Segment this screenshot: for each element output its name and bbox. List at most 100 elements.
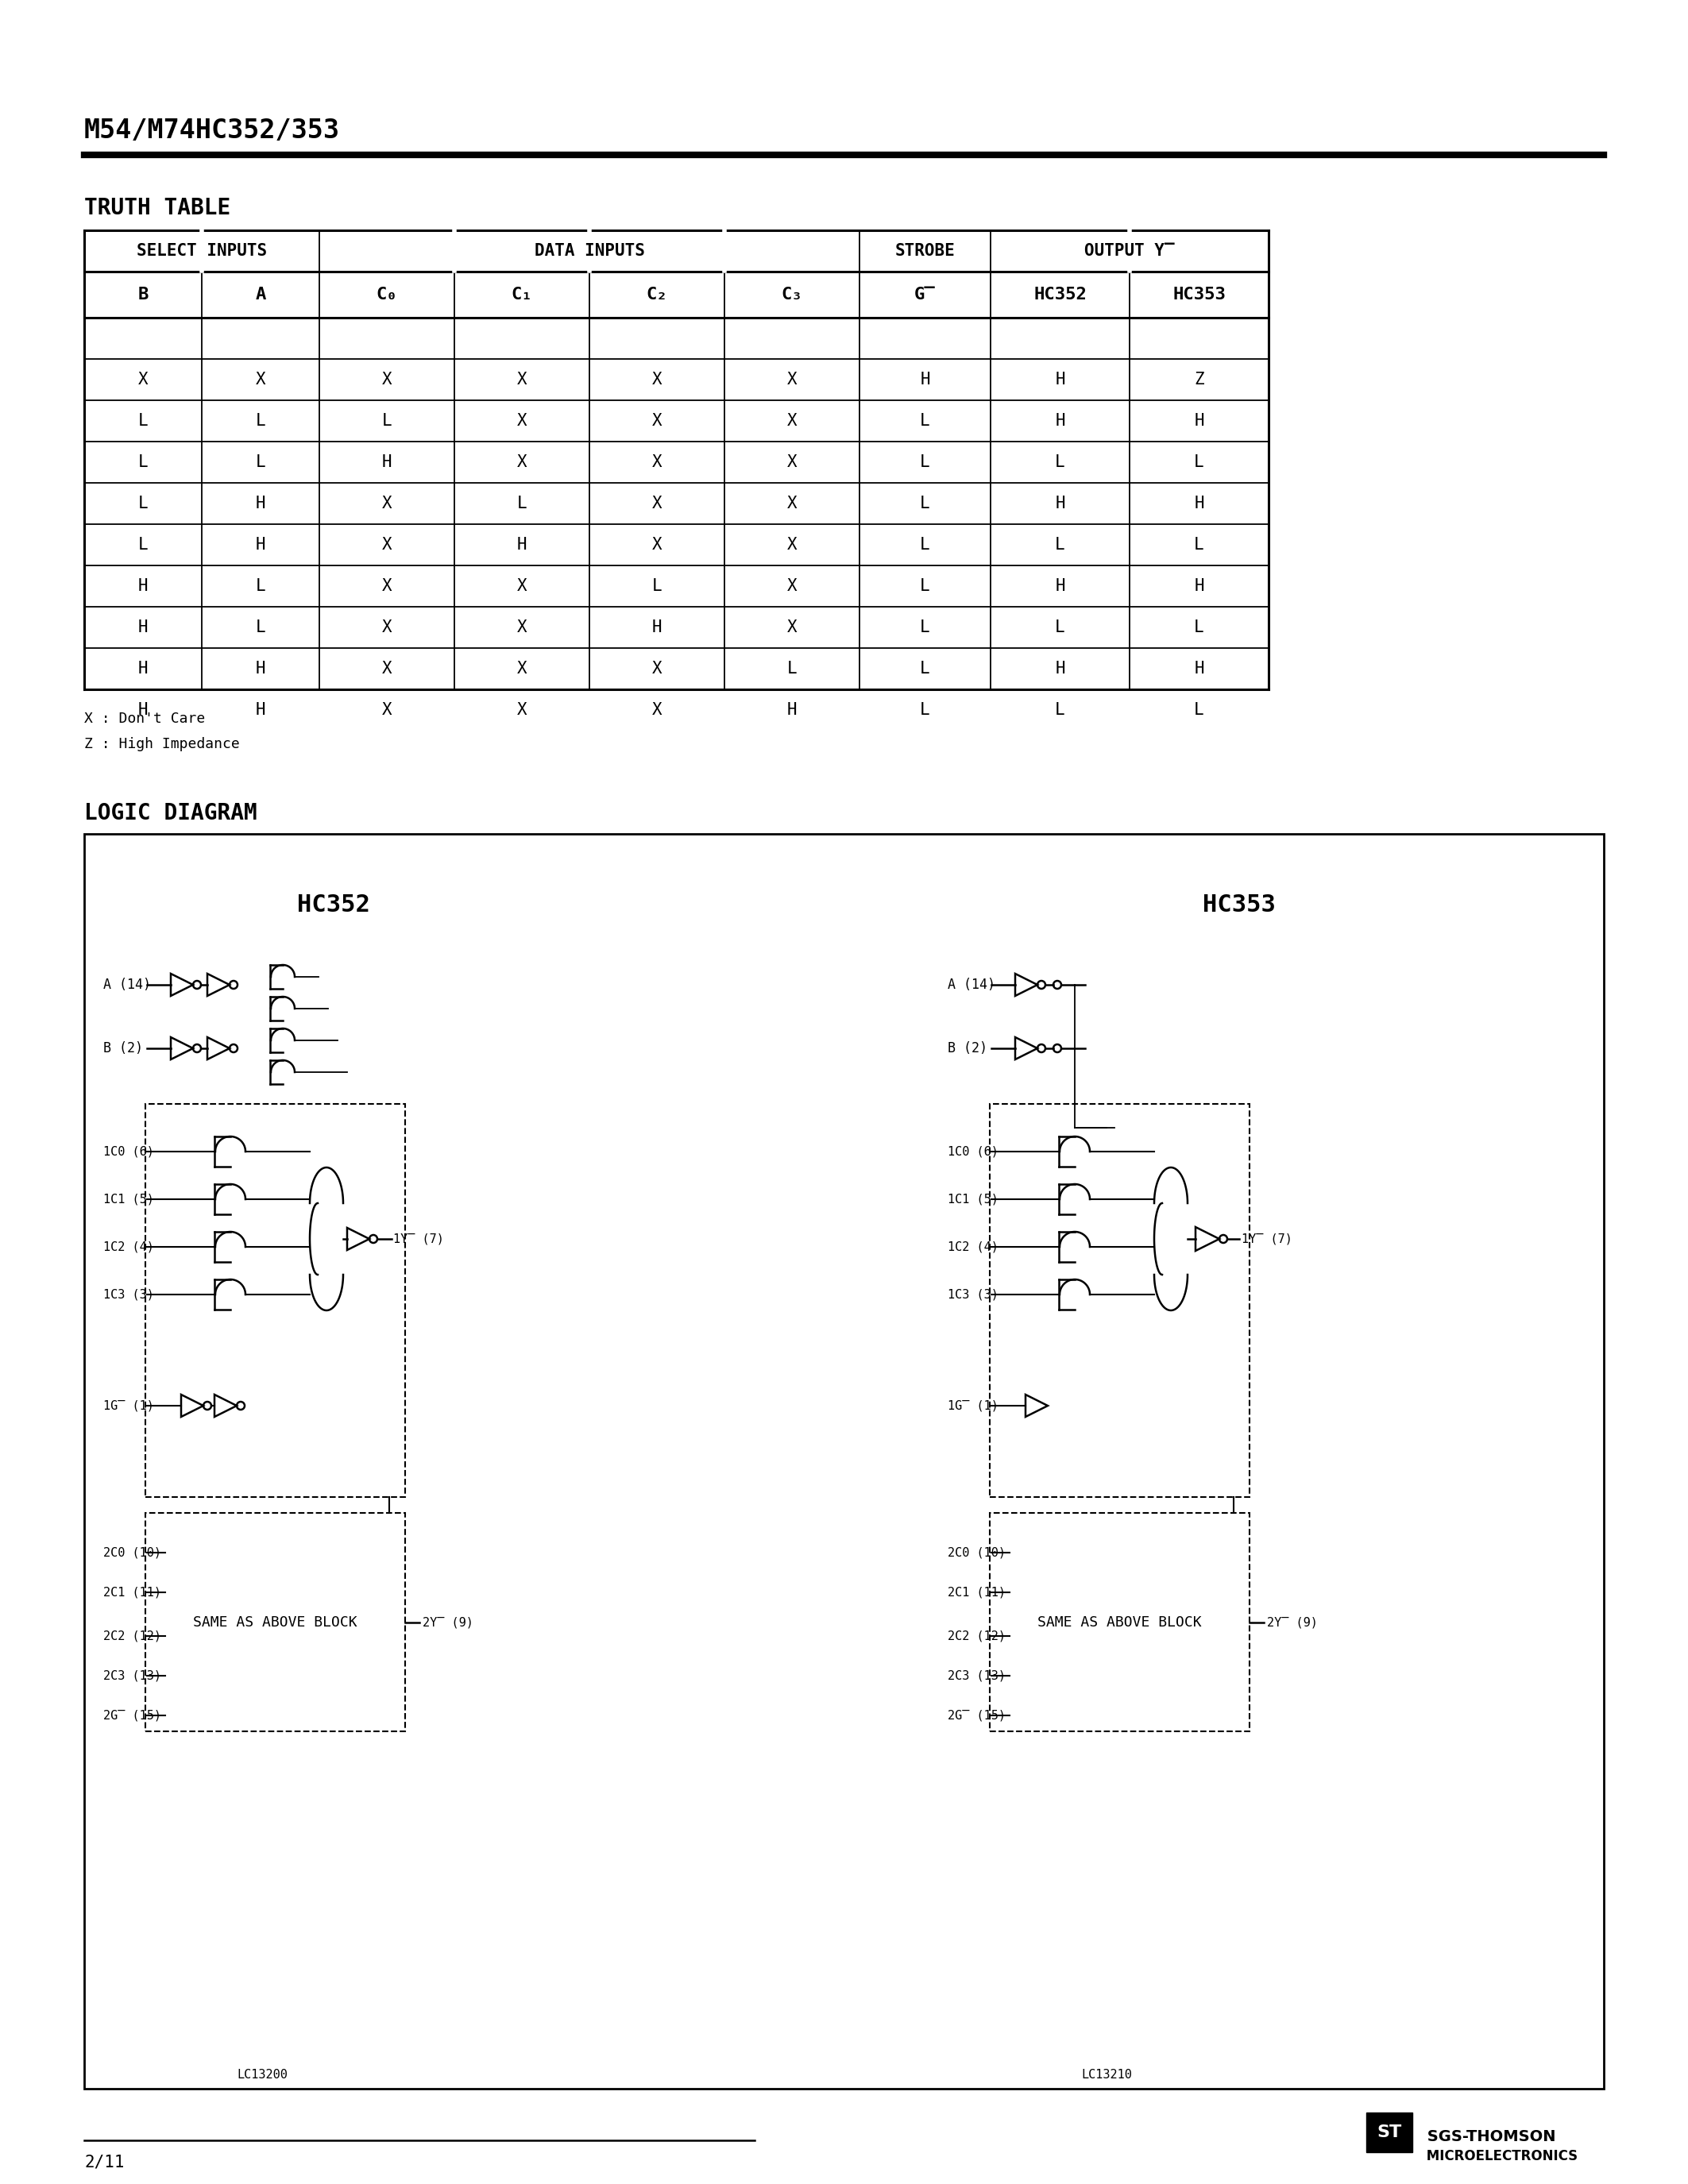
Text: X: X	[517, 454, 527, 470]
Text: L: L	[920, 701, 930, 719]
Text: 2C0 (10): 2C0 (10)	[103, 1546, 162, 1559]
Text: X: X	[381, 537, 392, 553]
Text: MICROELECTRONICS: MICROELECTRONICS	[1421, 2149, 1578, 2164]
Text: HC352: HC352	[1033, 286, 1087, 304]
Text: L: L	[255, 454, 265, 470]
Text: L: L	[138, 496, 149, 511]
Text: 2C1 (11): 2C1 (11)	[947, 1586, 1006, 1599]
Text: L: L	[381, 413, 392, 428]
Text: L: L	[255, 620, 265, 636]
Text: L: L	[920, 413, 930, 428]
Text: SGS-THOMSON: SGS-THOMSON	[1421, 2129, 1556, 2145]
Text: L: L	[1055, 454, 1065, 470]
Text: X: X	[255, 371, 265, 387]
Text: 1C1 (5): 1C1 (5)	[947, 1192, 998, 1206]
Text: 1C2 (4): 1C2 (4)	[947, 1241, 998, 1254]
Text: L: L	[255, 579, 265, 594]
Text: H: H	[787, 701, 797, 719]
Text: OUTPUT Y̅: OUTPUT Y̅	[1084, 242, 1175, 260]
Text: H: H	[1055, 662, 1065, 677]
Text: H: H	[255, 496, 265, 511]
Text: L: L	[787, 662, 797, 677]
Text: X : Don't Care: X : Don't Care	[84, 712, 206, 725]
Text: 1C0 (6): 1C0 (6)	[947, 1147, 998, 1158]
Text: L: L	[138, 537, 149, 553]
Text: A (14): A (14)	[947, 978, 996, 992]
Text: H: H	[1193, 662, 1204, 677]
Text: 1C3 (3): 1C3 (3)	[947, 1289, 998, 1299]
Text: 2Y̅ (9): 2Y̅ (9)	[422, 1616, 473, 1627]
Text: X: X	[787, 537, 797, 553]
Text: L: L	[1055, 701, 1065, 719]
Text: L: L	[1193, 620, 1204, 636]
Text: Z : High Impedance: Z : High Impedance	[84, 736, 240, 751]
Text: X: X	[787, 620, 797, 636]
Text: ST: ST	[1377, 2125, 1401, 2140]
Text: H: H	[1055, 413, 1065, 428]
Text: SAME AS ABOVE BLOCK: SAME AS ABOVE BLOCK	[192, 1614, 358, 1629]
Text: 1C3 (3): 1C3 (3)	[103, 1289, 154, 1299]
Text: X: X	[517, 662, 527, 677]
Text: L: L	[920, 454, 930, 470]
Text: C₀: C₀	[376, 286, 397, 304]
Text: X: X	[787, 371, 797, 387]
Text: H: H	[138, 662, 149, 677]
Text: B: B	[138, 286, 149, 304]
Text: STROBE: STROBE	[895, 242, 955, 260]
Text: G̅: G̅	[915, 286, 935, 304]
Text: X: X	[381, 496, 392, 511]
Text: HC353: HC353	[1202, 893, 1276, 917]
Text: L: L	[920, 662, 930, 677]
Text: L: L	[1193, 537, 1204, 553]
Text: 2C2 (12): 2C2 (12)	[947, 1629, 1006, 1642]
Text: L: L	[652, 579, 662, 594]
Text: 2C1 (11): 2C1 (11)	[103, 1586, 162, 1599]
Text: H: H	[1193, 496, 1204, 511]
Text: H: H	[381, 454, 392, 470]
Text: LOGIC DIAGRAM: LOGIC DIAGRAM	[84, 802, 257, 823]
Text: H: H	[1055, 579, 1065, 594]
Text: X: X	[652, 454, 662, 470]
Text: 2C3 (13): 2C3 (13)	[947, 1671, 1006, 1682]
Text: L: L	[1193, 454, 1204, 470]
Text: X: X	[652, 371, 662, 387]
Text: L: L	[1055, 620, 1065, 636]
Text: C₁: C₁	[511, 286, 532, 304]
Text: L: L	[1055, 537, 1065, 553]
Text: M54/M74HC352/353: M54/M74HC352/353	[84, 118, 339, 144]
Text: X: X	[517, 620, 527, 636]
Text: SELECT INPUTS: SELECT INPUTS	[137, 242, 267, 260]
Text: X: X	[381, 620, 392, 636]
Text: X: X	[787, 496, 797, 511]
Text: 1Y̅ (7): 1Y̅ (7)	[393, 1234, 444, 1245]
Text: H: H	[138, 701, 149, 719]
Text: H: H	[1193, 579, 1204, 594]
Text: X: X	[381, 371, 392, 387]
Text: LC13210: LC13210	[1082, 2068, 1133, 2081]
Text: 2G̅ (15): 2G̅ (15)	[947, 1710, 1006, 1721]
Text: H: H	[652, 620, 662, 636]
Text: H: H	[517, 537, 527, 553]
Text: 1G̅ (1): 1G̅ (1)	[103, 1400, 154, 1411]
Text: L: L	[255, 413, 265, 428]
Text: H: H	[1055, 496, 1065, 511]
Text: H: H	[255, 701, 265, 719]
Text: DATA INPUTS: DATA INPUTS	[533, 242, 645, 260]
Text: X: X	[517, 579, 527, 594]
Text: X: X	[652, 701, 662, 719]
Text: L: L	[517, 496, 527, 511]
Text: 2Y̅ (9): 2Y̅ (9)	[1268, 1616, 1318, 1627]
Text: 2G̅ (15): 2G̅ (15)	[103, 1710, 162, 1721]
Text: X: X	[652, 496, 662, 511]
Text: X: X	[517, 413, 527, 428]
Text: X: X	[517, 701, 527, 719]
Text: X: X	[381, 579, 392, 594]
Text: 1Y̅ (7): 1Y̅ (7)	[1242, 1234, 1293, 1245]
Text: 2C0 (10): 2C0 (10)	[947, 1546, 1006, 1559]
Text: X: X	[787, 454, 797, 470]
Text: HC352: HC352	[297, 893, 370, 917]
Text: 1G̅ (1): 1G̅ (1)	[947, 1400, 998, 1411]
Text: L: L	[920, 537, 930, 553]
Text: X: X	[787, 579, 797, 594]
Text: H: H	[920, 371, 930, 387]
